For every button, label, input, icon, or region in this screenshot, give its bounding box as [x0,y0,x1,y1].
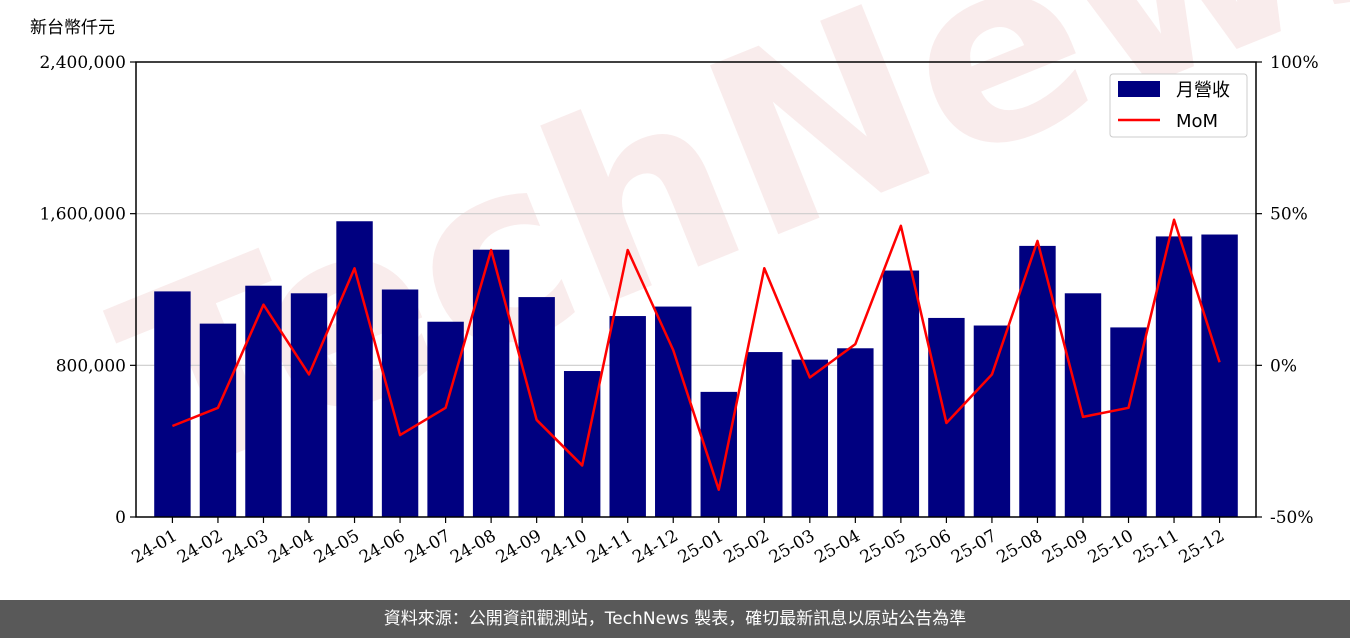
line-series-mom [171,218,1221,491]
x-tick-label: 25-10 [1085,526,1137,568]
y-right-tick-label: -50% [1270,508,1314,528]
x-tick-label: 25-07 [948,526,1000,568]
bar-24-05 [336,221,373,517]
y-right-tick-label: 50% [1270,205,1308,225]
x-tick-label: 25-05 [857,526,909,568]
bar-24-03 [245,285,282,517]
bar-25-04 [837,348,874,517]
y-left-tick-label: 0 [115,508,126,528]
x-tick-label: 24-12 [629,526,681,568]
y-axis-unit-label: 新台幣仟元 [30,18,115,38]
bar-24-06 [381,289,419,517]
x-tick-label: 24-07 [402,526,454,568]
x-tick-label: 25-08 [994,526,1046,568]
bar-25-05 [882,270,920,517]
x-tick-label: 25-09 [1039,526,1091,568]
y-left-tick-label: 800,000 [56,356,126,376]
x-tick-label: 24-02 [174,526,226,568]
x-tick-label: 24-01 [128,526,180,568]
legend-label-revenue: 月營收 [1176,80,1230,101]
x-tick-label: 24-03 [220,526,272,568]
bar-24-10 [563,371,601,517]
x-tick-label: 24-11 [584,526,636,568]
bar-25-07 [973,325,1011,517]
bar-24-01 [154,291,191,517]
y-left-tick-label: 2,400,000 [39,53,126,73]
bar-series-monthly-revenue [154,221,1238,518]
footer-source-note: 資料來源：公開資訊觀測站，TechNews 製表，確切最新訊息以原站公告為準 [0,600,1350,638]
x-tick-label: 24-08 [447,526,499,568]
bar-25-12 [1201,234,1238,518]
bar-25-09 [1064,293,1102,517]
bar-24-11 [609,316,646,517]
x-tick-label: 25-02 [720,526,772,568]
bar-25-03 [791,359,829,517]
legend-label-mom: MoM [1176,111,1218,132]
revenue-chart: 0 800,000 1,600,000 2,400,000 -50% 0% 50% 100% 2… [30,18,1319,568]
bar-24-07 [427,321,464,517]
legend-swatch-revenue [1118,81,1160,97]
plot-frame [135,61,1257,518]
bar-24-04 [290,293,328,517]
x-tick-label: 25-11 [1130,526,1182,568]
bar-24-02 [199,323,237,517]
x-tick-label: 25-01 [675,526,727,568]
bar-24-12 [655,306,692,517]
x-tick-label: 24-04 [265,526,317,568]
x-tick-label: 25-03 [766,526,818,568]
x-tick-label: 24-09 [493,526,545,568]
x-tick-label: 24-05 [311,526,363,568]
bar-25-11 [1155,236,1193,517]
y-right-tick-label: 100% [1270,53,1319,73]
x-tick-label: 24-10 [538,526,590,568]
legend: 月營收 MoM [1109,73,1248,138]
bar-24-09 [518,297,555,517]
x-tick-label: 25-12 [1176,526,1228,568]
y-left-tick-label: 1,600,000 [39,205,126,225]
x-tick-label: 24-06 [356,526,408,568]
mom-line [171,218,1221,491]
x-tick-label: 25-04 [811,526,863,568]
y-right-tick-label: 0% [1270,356,1297,376]
bar-25-02 [746,352,783,517]
x-tick-label: 25-06 [902,526,954,568]
